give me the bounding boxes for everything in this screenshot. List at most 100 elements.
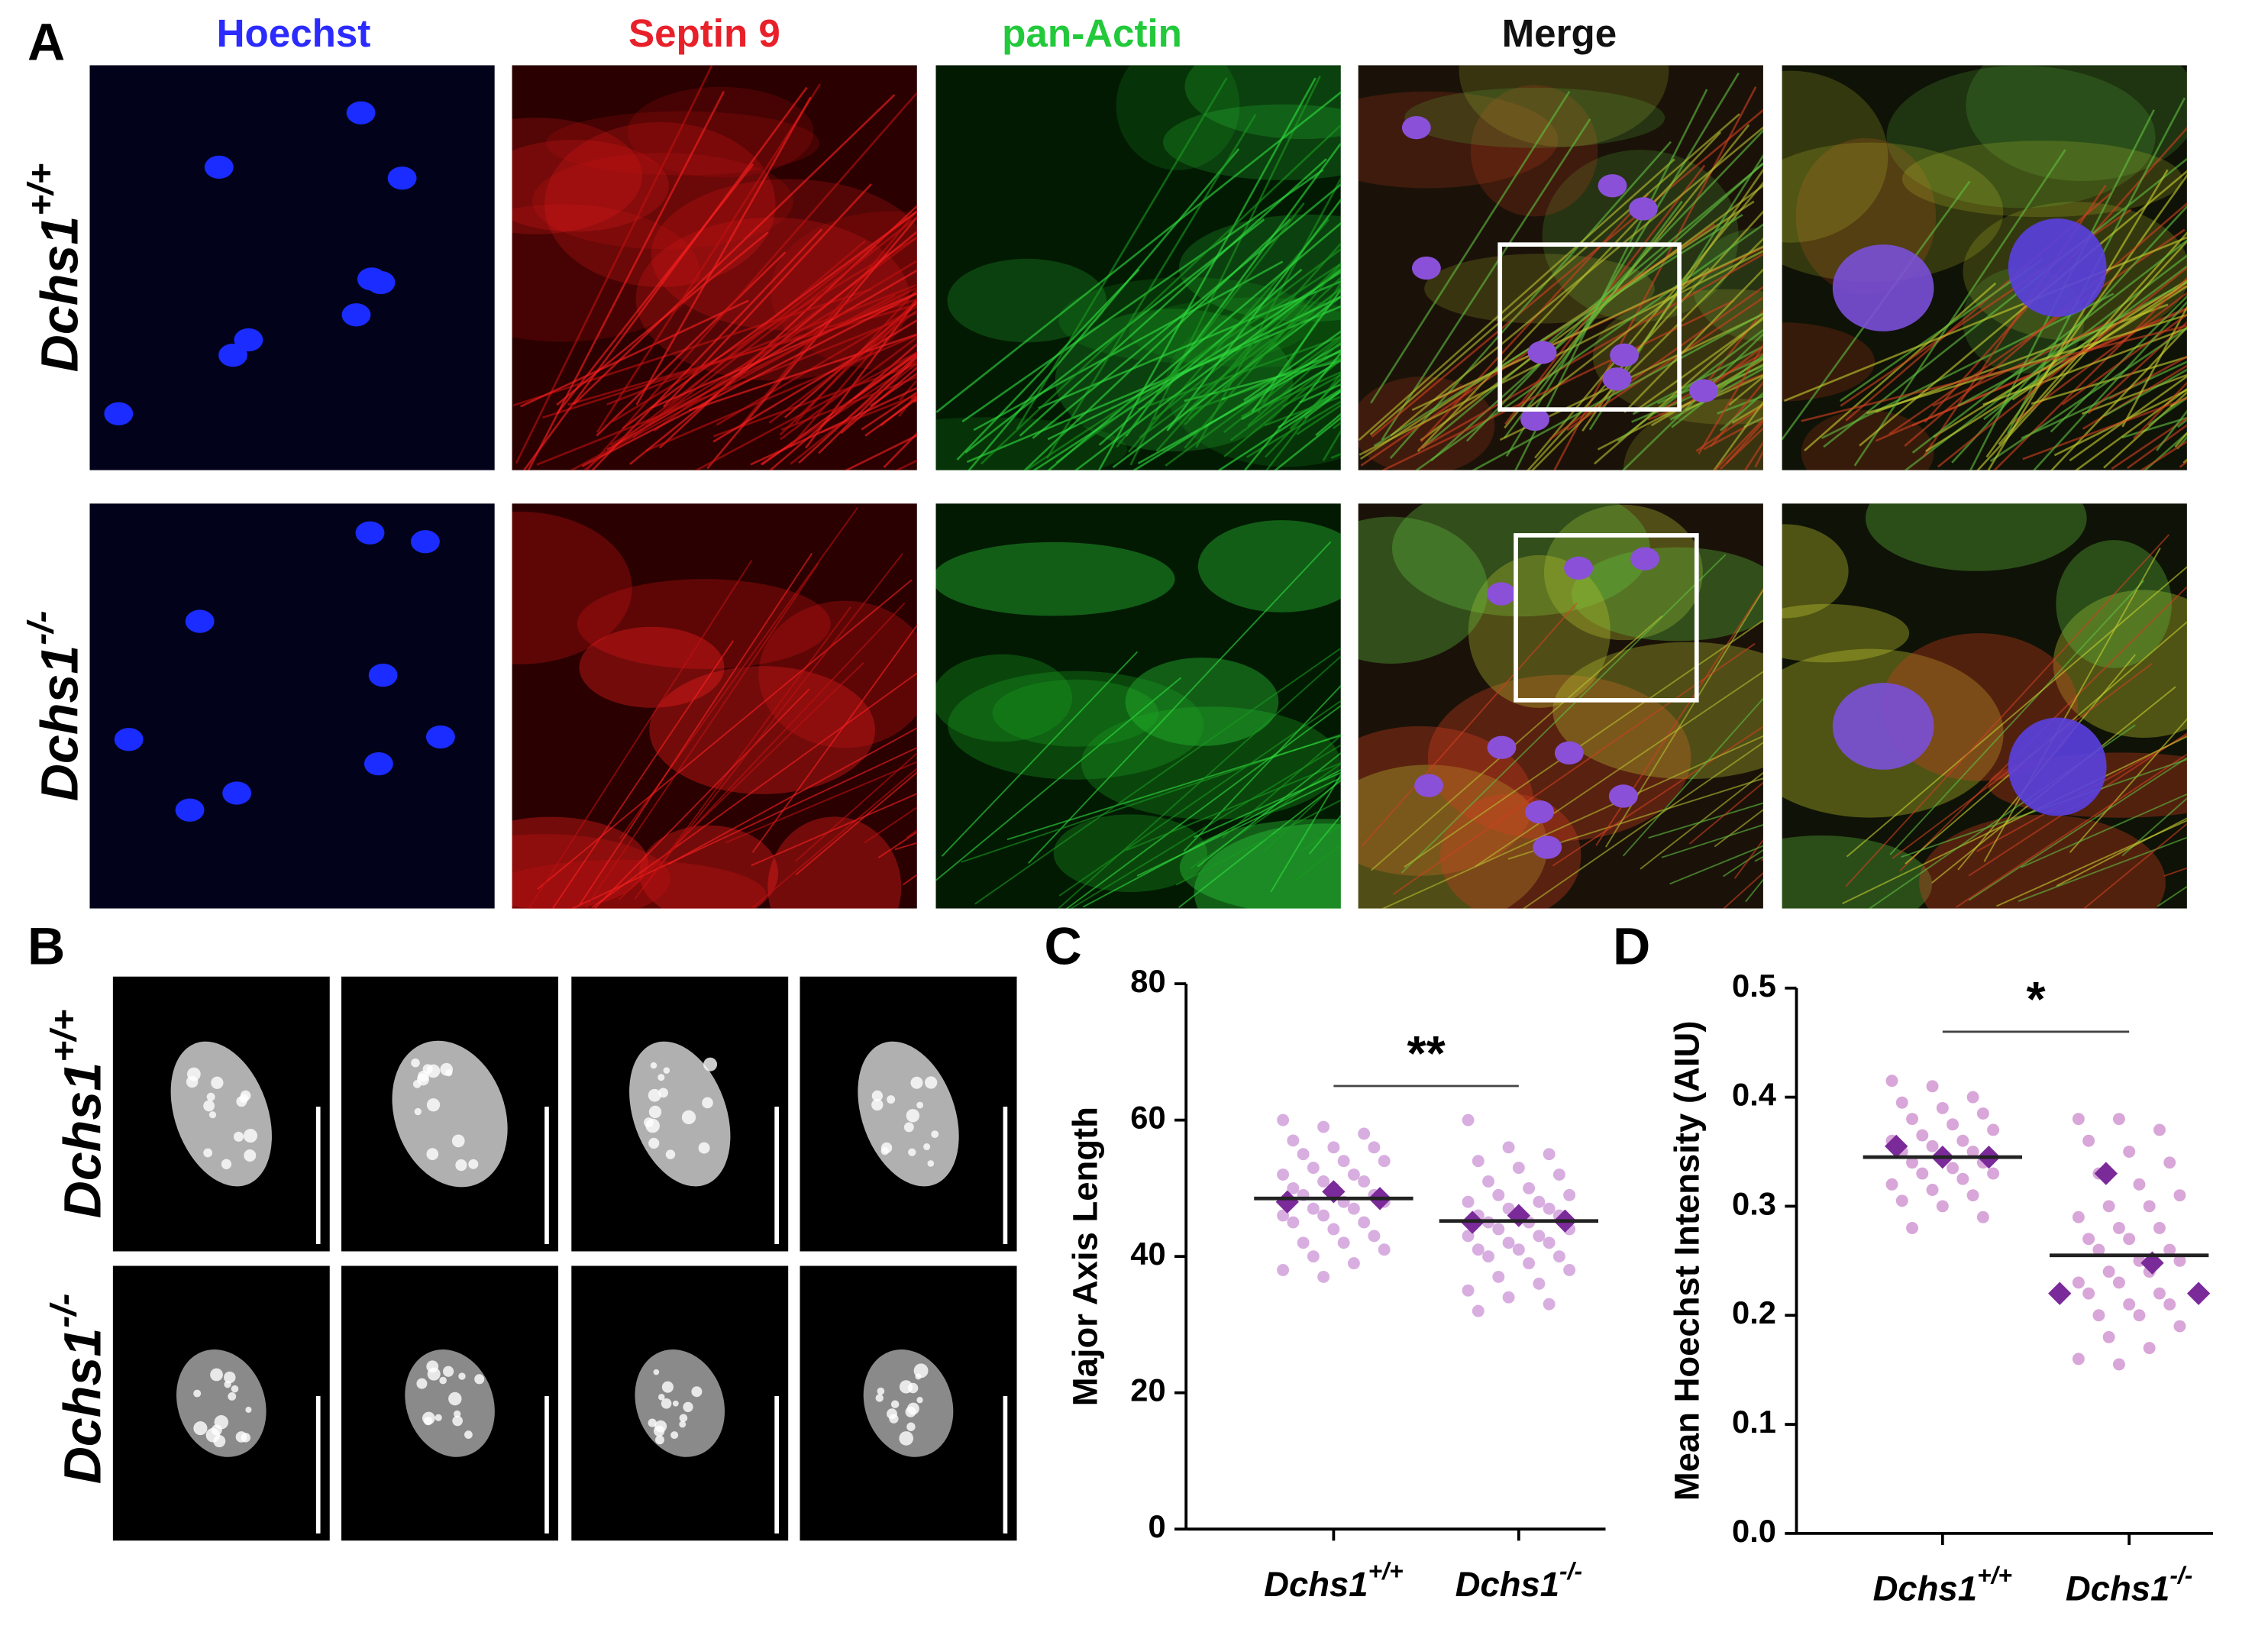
cell-body	[512, 859, 767, 909]
micrograph	[89, 65, 495, 470]
fiber	[2022, 397, 2187, 461]
fiber	[1553, 86, 1757, 470]
nucleus-image	[571, 976, 789, 1252]
chromocenter	[880, 1142, 893, 1154]
fiber	[2074, 387, 2187, 470]
chromocenter	[698, 1142, 710, 1154]
data-point	[2123, 1233, 2136, 1246]
fiber	[1264, 395, 1341, 427]
fiber	[2011, 280, 2187, 401]
nucleus	[368, 663, 398, 687]
cell-body	[1125, 658, 1279, 746]
cell-body	[512, 204, 700, 342]
fiber	[1899, 586, 2187, 872]
fiber	[1184, 359, 1341, 402]
fiber	[2069, 375, 2187, 462]
fiber	[716, 305, 917, 426]
fiber	[853, 352, 917, 400]
fiber	[1019, 158, 1327, 437]
chromocenter	[193, 1389, 202, 1398]
data-point	[1906, 1222, 1918, 1234]
chromocenter	[458, 1372, 466, 1380]
chromocenter	[877, 1387, 885, 1395]
fiber	[1404, 619, 1763, 868]
nucleus	[1487, 582, 1516, 606]
nucleus-image	[800, 1265, 1017, 1541]
cell-body	[2056, 540, 2172, 668]
fiber	[1845, 534, 2170, 887]
chromocenter	[887, 1095, 896, 1104]
fiber	[1905, 621, 2187, 865]
data-point	[2173, 1320, 2186, 1333]
row-label: Dchs1+/+	[21, 163, 89, 373]
chromocenter	[661, 1381, 674, 1393]
chromocenter	[672, 1400, 679, 1407]
cell-body	[1358, 516, 1488, 664]
fiber	[522, 86, 808, 470]
fiber	[670, 602, 906, 852]
y-tick-label: 0.0	[1732, 1513, 1776, 1549]
x-tick-label: Dchs1-/-	[2066, 1562, 2192, 1608]
chromocenter	[915, 1373, 922, 1380]
nucleus	[1414, 774, 1443, 797]
chromocenter	[916, 1396, 923, 1404]
fiber	[551, 640, 735, 909]
fiber	[780, 335, 917, 441]
fiber	[712, 318, 917, 443]
data-point	[1462, 1113, 1475, 1126]
significance-label: *	[2026, 971, 2045, 1026]
nucleus-image	[800, 976, 1017, 1252]
data-point	[1347, 1257, 1360, 1270]
data-point	[2163, 1243, 2176, 1256]
fiber	[1097, 77, 1317, 470]
fiber	[1184, 263, 1341, 449]
chromocenter	[648, 1137, 660, 1149]
fiber	[2021, 360, 2187, 439]
chromocenter	[679, 1414, 688, 1423]
nucleus	[2008, 717, 2107, 816]
fiber	[1139, 287, 1341, 438]
fiber	[768, 309, 917, 424]
fiber	[1414, 223, 1763, 470]
data-point	[1297, 1148, 1310, 1161]
cell-body	[512, 117, 643, 234]
fiber	[1381, 299, 1735, 470]
nucleus	[1525, 800, 1555, 824]
chromocenter	[426, 1098, 441, 1112]
fiber	[1698, 343, 1763, 455]
fiber	[2087, 321, 2187, 415]
cell-body	[1571, 547, 1763, 642]
fiber	[2056, 817, 2187, 887]
data-point	[2153, 1222, 2166, 1234]
fiber	[593, 688, 810, 909]
fiber	[1243, 330, 1341, 402]
panel-label: C	[1045, 918, 1082, 976]
data-point	[1492, 1270, 1505, 1283]
nucleus	[1628, 197, 1658, 221]
fiber	[567, 303, 917, 406]
fiber	[1522, 742, 1763, 909]
chromocenter	[903, 1122, 914, 1133]
fiber	[643, 606, 851, 887]
micrograph	[512, 65, 917, 470]
y-tick-label: 0	[1148, 1508, 1165, 1544]
data-point	[2143, 1342, 2156, 1355]
data-point	[1906, 1156, 1918, 1169]
fiber	[645, 286, 917, 424]
fiber	[1257, 281, 1341, 414]
fiber	[780, 376, 917, 431]
fiber	[877, 831, 917, 858]
fiber	[1713, 400, 1763, 470]
fiber	[570, 746, 917, 909]
fiber	[1530, 237, 1763, 470]
cell-body	[577, 579, 831, 669]
data-point	[1462, 1230, 1475, 1243]
chromocenter	[464, 1430, 473, 1439]
micrograph	[1358, 65, 1763, 470]
fiber	[1183, 684, 1341, 852]
replicate-mean	[2048, 1282, 2072, 1305]
fiber	[1371, 615, 1663, 871]
replicate-mean	[2094, 1162, 2118, 1185]
fiber	[1178, 779, 1341, 909]
